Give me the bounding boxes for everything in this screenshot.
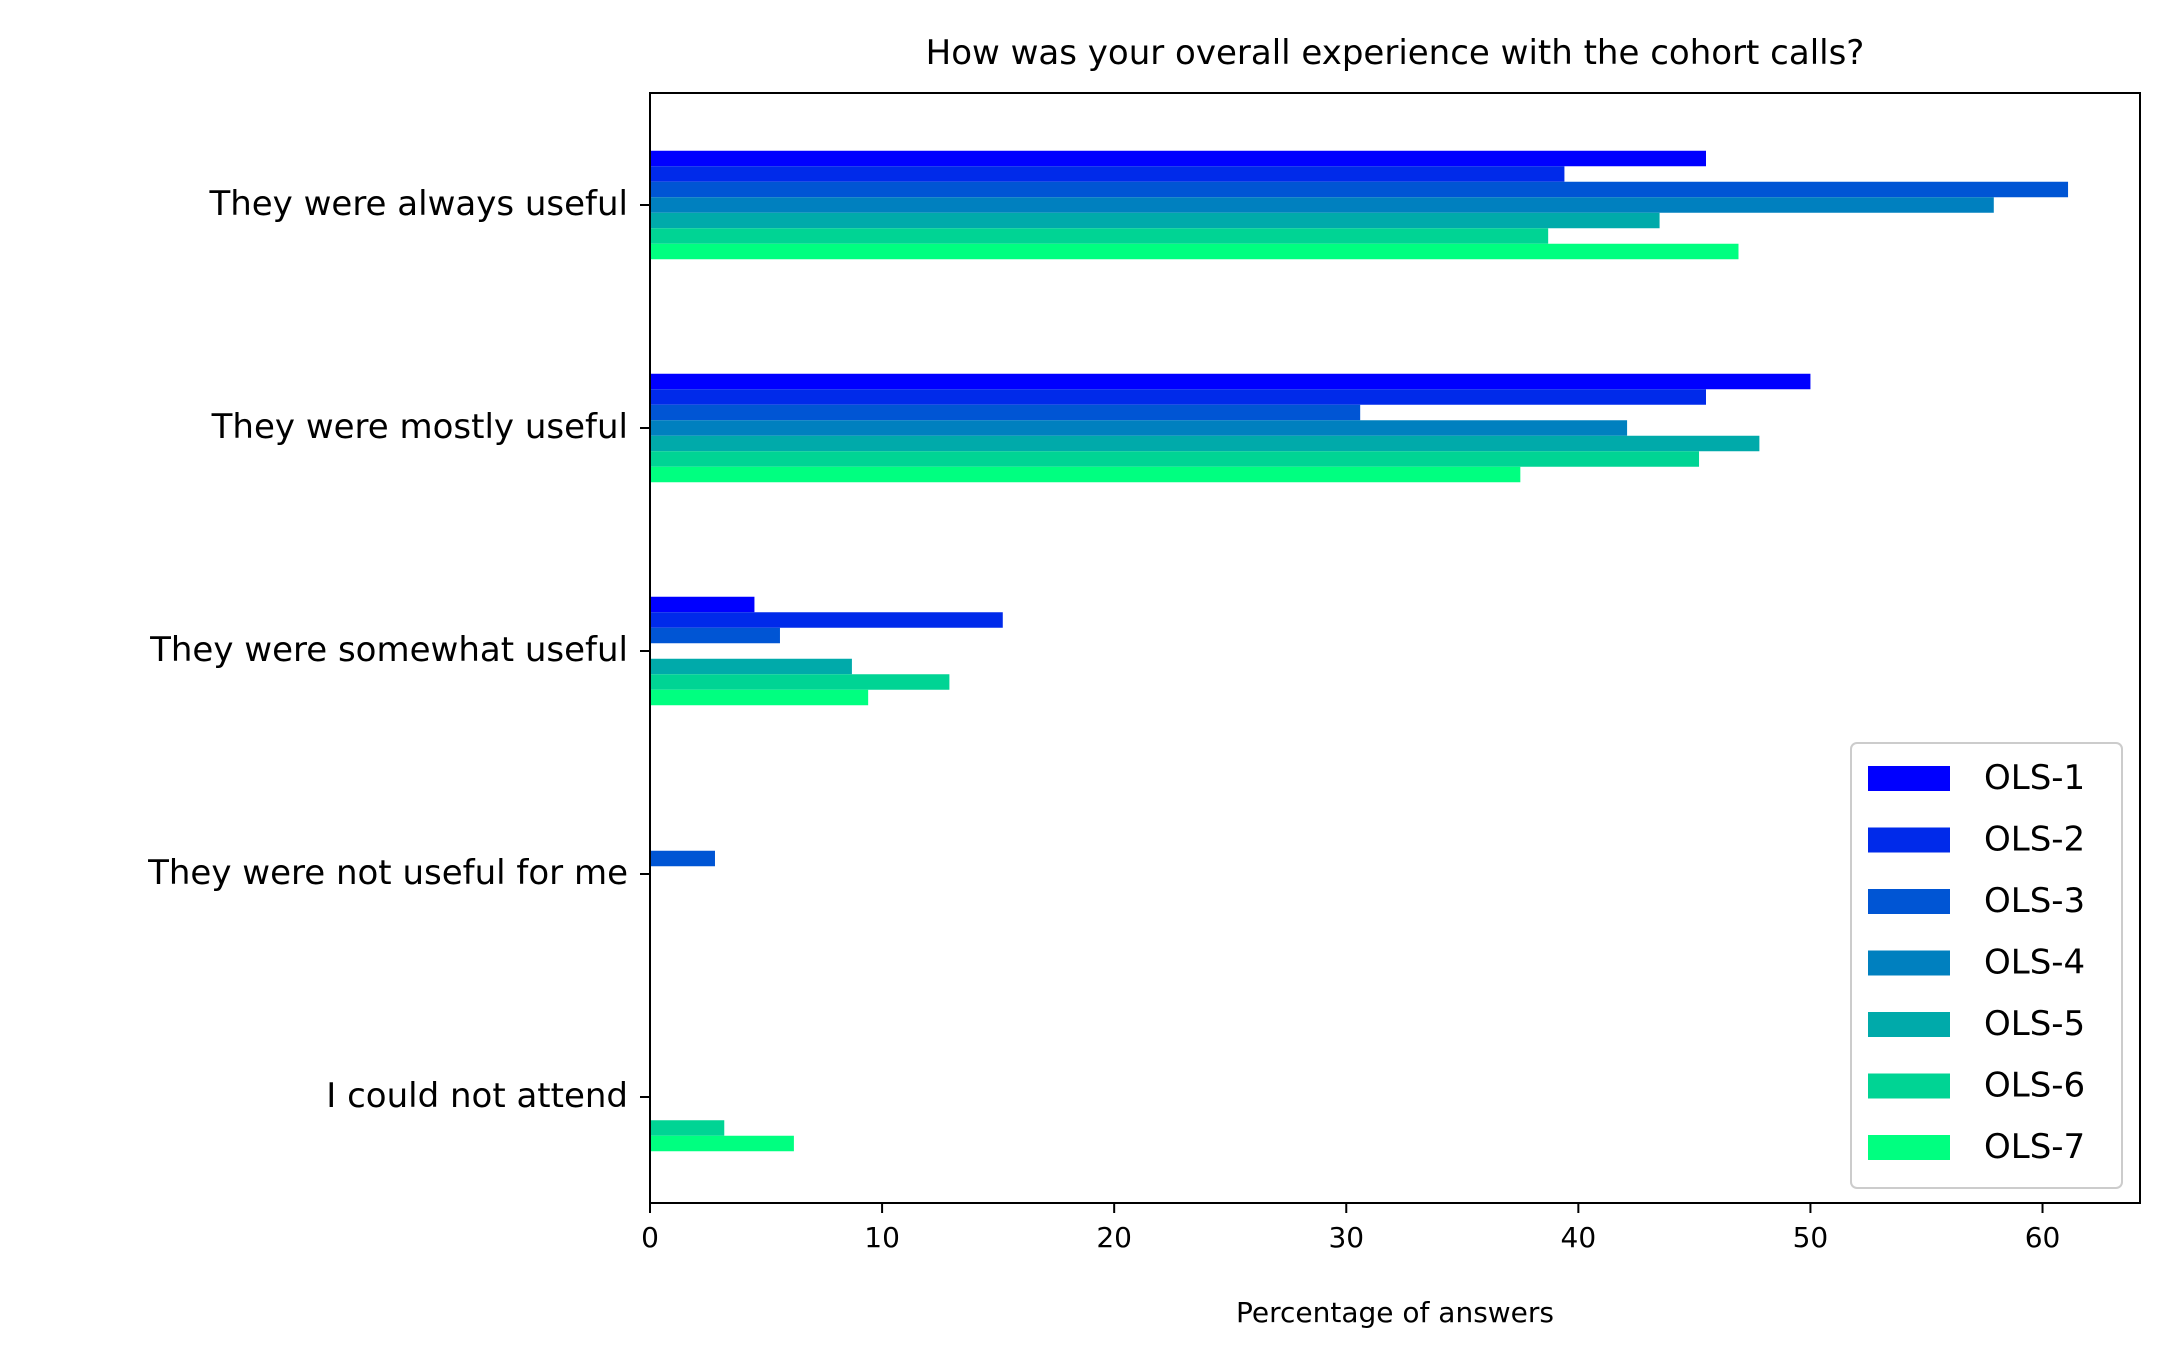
legend-swatch	[1868, 827, 1950, 853]
x-tick-label: 20	[1096, 1221, 1132, 1254]
x-tick-label: 30	[1328, 1221, 1364, 1254]
bar	[650, 420, 1628, 436]
legend-label: OLS-2	[1984, 820, 2085, 860]
bar	[650, 243, 1739, 260]
bar	[650, 850, 715, 867]
legend-label: OLS-7	[1984, 1127, 2085, 1167]
x-axis-label: Percentage of answers	[1236, 1296, 1554, 1329]
bar	[650, 596, 755, 613]
legend-label: OLS-4	[1984, 943, 2085, 983]
plot-frame	[649, 92, 2141, 1204]
bar	[650, 435, 1760, 452]
y-tick-label: They were always useful	[208, 184, 628, 224]
x-tick-label: 60	[2025, 1221, 2061, 1254]
x-tick-label: 0	[641, 1221, 659, 1254]
y-axis-ticks: They were always useful They were mostly …	[147, 184, 650, 1116]
x-tick-label: 40	[1561, 1221, 1597, 1254]
bar	[650, 212, 1660, 229]
x-tick-label: 50	[1793, 1221, 1829, 1254]
bar	[650, 404, 1361, 421]
bar	[650, 451, 1700, 467]
legend-swatch	[1868, 1012, 1950, 1037]
legend-swatch	[1868, 950, 1950, 976]
x-axis-ticks: 0 10 20 30 40 50 60	[641, 1203, 2060, 1254]
legend-swatch	[1868, 889, 1950, 914]
bar	[650, 674, 950, 690]
bar	[650, 389, 1706, 405]
y-tick-label: They were mostly useful	[211, 407, 628, 447]
bar	[650, 658, 852, 675]
legend-label: OLS-1	[1984, 758, 2085, 798]
y-tick-label: I could not attend	[326, 1076, 628, 1116]
bar	[650, 612, 1003, 628]
legend-label: OLS-3	[1984, 881, 2085, 921]
bar	[650, 1120, 725, 1136]
legend: OLS-1 OLS-2 OLS-3 OLS-4 OLS-5 OLS-6 OLS-7	[1850, 742, 2123, 1189]
bar	[650, 373, 1811, 390]
legend-label: OLS-6	[1984, 1066, 2085, 1106]
legend-swatch	[1868, 766, 1950, 791]
bar	[650, 228, 1549, 244]
bar	[650, 166, 1565, 182]
bar	[650, 466, 1521, 483]
bar	[650, 197, 1994, 213]
chart-title: How was your overall experience with the…	[926, 33, 1865, 73]
y-tick-label: They were not useful for me	[147, 853, 628, 893]
bar	[650, 689, 869, 706]
bar	[650, 150, 1706, 167]
legend-swatch	[1868, 1135, 1950, 1160]
y-tick-label: They were somewhat useful	[149, 630, 628, 670]
bar	[650, 627, 780, 644]
legend-swatch	[1868, 1073, 1950, 1099]
bars	[650, 150, 2069, 1152]
x-tick-label: 10	[864, 1221, 900, 1254]
legend-label: OLS-5	[1984, 1004, 2085, 1044]
bar	[650, 181, 2069, 198]
bar	[650, 1135, 794, 1152]
